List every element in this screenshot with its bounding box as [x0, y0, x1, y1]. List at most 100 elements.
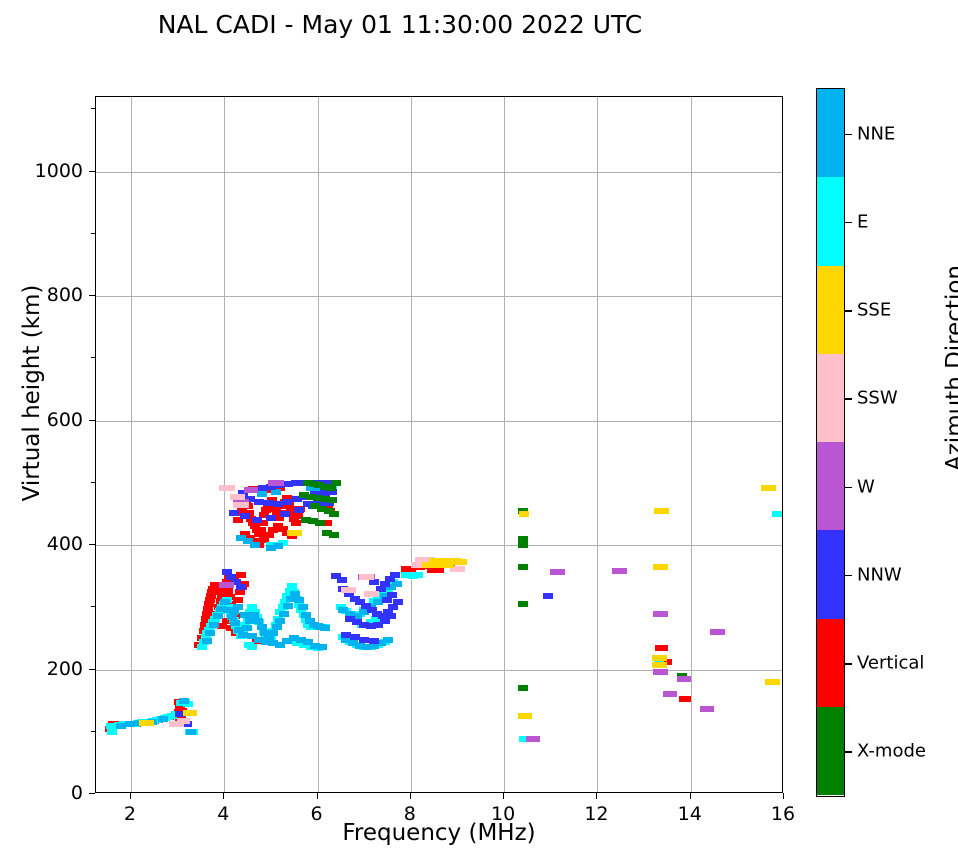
- colorbar-segment-vertical[interactable]: [817, 618, 844, 707]
- data-mark-vertical: [287, 510, 298, 517]
- data-mark-vertical: [681, 696, 692, 703]
- data-mark-e: [401, 571, 412, 578]
- data-mark-vertical: [426, 566, 437, 573]
- data-mark-nne: [386, 584, 397, 591]
- data-mark-nnw: [254, 498, 265, 505]
- data-mark-x-mode: [320, 483, 331, 490]
- colorbar-segment-e[interactable]: [817, 177, 844, 266]
- data-mark-nne: [209, 621, 219, 628]
- data-mark-nne: [265, 544, 276, 551]
- data-mark-vertical: [208, 585, 219, 592]
- data-mark-nne: [282, 603, 293, 610]
- data-mark-nne: [237, 631, 248, 638]
- gridline-vertical: [690, 97, 692, 792]
- data-mark-vertical: [104, 725, 115, 732]
- data-mark-nnw: [240, 513, 251, 520]
- data-mark-sse: [291, 529, 302, 536]
- data-mark-nne: [223, 606, 233, 613]
- data-mark-x-mode: [328, 510, 339, 517]
- data-mark-ssw: [410, 561, 421, 568]
- data-mark-x-mode: [298, 492, 309, 499]
- data-mark-vertical: [291, 519, 302, 526]
- data-mark-vertical: [286, 533, 297, 540]
- data-mark-vertical: [202, 605, 213, 612]
- data-mark-nnw: [331, 573, 342, 580]
- data-mark-nne: [368, 642, 379, 649]
- data-mark-vertical: [281, 494, 292, 501]
- data-mark-nne: [290, 590, 301, 597]
- data-mark-e: [277, 539, 288, 546]
- data-mark-vertical: [244, 534, 255, 541]
- data-mark-nne: [125, 721, 136, 728]
- data-mark-nne: [305, 617, 316, 624]
- plot-area: [95, 96, 783, 793]
- x-tick: [129, 793, 131, 799]
- y-minor-tick: [91, 232, 95, 234]
- data-mark-vertical: [207, 589, 218, 596]
- y-tick-label: 400: [46, 533, 83, 556]
- data-mark-x-mode: [308, 481, 319, 488]
- data-mark-sse: [656, 655, 667, 662]
- data-mark-nnw: [389, 571, 400, 578]
- colorbar-segment-w[interactable]: [817, 442, 844, 531]
- data-mark-nne: [345, 610, 356, 617]
- data-mark-nnw: [317, 502, 328, 509]
- data-mark-nne: [185, 728, 196, 735]
- data-mark-nnw: [361, 603, 372, 610]
- data-mark-vertical: [261, 507, 272, 514]
- data-mark-nne: [179, 697, 190, 704]
- data-mark-nnw: [226, 574, 237, 581]
- colorbar-label-x-mode: X-mode: [857, 740, 926, 762]
- data-mark-nne: [352, 613, 363, 620]
- data-mark-x-mode: [328, 532, 339, 539]
- data-mark-x-mode: [517, 542, 528, 549]
- data-mark-nnw: [230, 579, 241, 586]
- colorbar-segment-nnw[interactable]: [817, 530, 844, 619]
- data-mark-nnw: [282, 498, 293, 505]
- x-tick-label: 16: [770, 803, 796, 825]
- data-mark-nnw: [366, 622, 377, 629]
- x-tick-label: 14: [677, 803, 702, 825]
- x-tick-label: 4: [217, 803, 230, 825]
- data-mark-nne: [256, 491, 267, 498]
- data-mark-vertical: [174, 703, 185, 710]
- colorbar-tick: [845, 751, 852, 753]
- x-tick: [316, 793, 318, 799]
- y-tick-label: 600: [46, 408, 83, 431]
- colorbar-segment-x-mode[interactable]: [817, 706, 844, 796]
- y-tick: [89, 419, 95, 421]
- data-mark-vertical: [255, 527, 266, 534]
- data-mark-x-mode: [326, 497, 337, 504]
- data-mark-nne: [297, 604, 308, 611]
- data-mark-nne: [201, 637, 212, 644]
- data-mark-x-mode: [314, 482, 325, 489]
- data-mark-ssw: [346, 586, 357, 593]
- data-mark-nne: [249, 611, 260, 618]
- data-mark-nnw: [251, 517, 262, 524]
- page-title: NAL CADI - May 01 11:30:00 2022 UTC: [157, 10, 643, 39]
- data-mark-nnw: [257, 484, 268, 491]
- colorbar-label-w: W: [857, 476, 875, 498]
- data-mark-w: [274, 479, 285, 486]
- gridline-vertical: [597, 97, 599, 792]
- data-mark-x-mode: [303, 479, 314, 486]
- data-mark-ssw: [363, 590, 374, 597]
- data-mark-vertical: [249, 538, 260, 545]
- data-mark-e: [366, 619, 377, 626]
- data-mark-nnw: [326, 488, 337, 495]
- data-mark-vertical: [657, 644, 668, 651]
- colorbar-segment-nne[interactable]: [817, 89, 844, 178]
- colorbar[interactable]: [816, 88, 845, 797]
- data-mark-w: [529, 736, 540, 743]
- data-mark-w: [681, 676, 692, 683]
- data-mark-nne: [271, 624, 282, 631]
- data-mark-nne: [275, 617, 286, 624]
- data-mark-x-mode: [314, 519, 325, 526]
- data-mark-ssw: [363, 574, 374, 581]
- gridline-vertical: [317, 97, 319, 792]
- colorbar-segment-sse[interactable]: [817, 265, 844, 354]
- data-mark-nne: [301, 611, 312, 618]
- colorbar-segment-ssw[interactable]: [817, 353, 844, 443]
- data-mark-nnw: [368, 579, 379, 586]
- data-mark-nne: [241, 625, 252, 632]
